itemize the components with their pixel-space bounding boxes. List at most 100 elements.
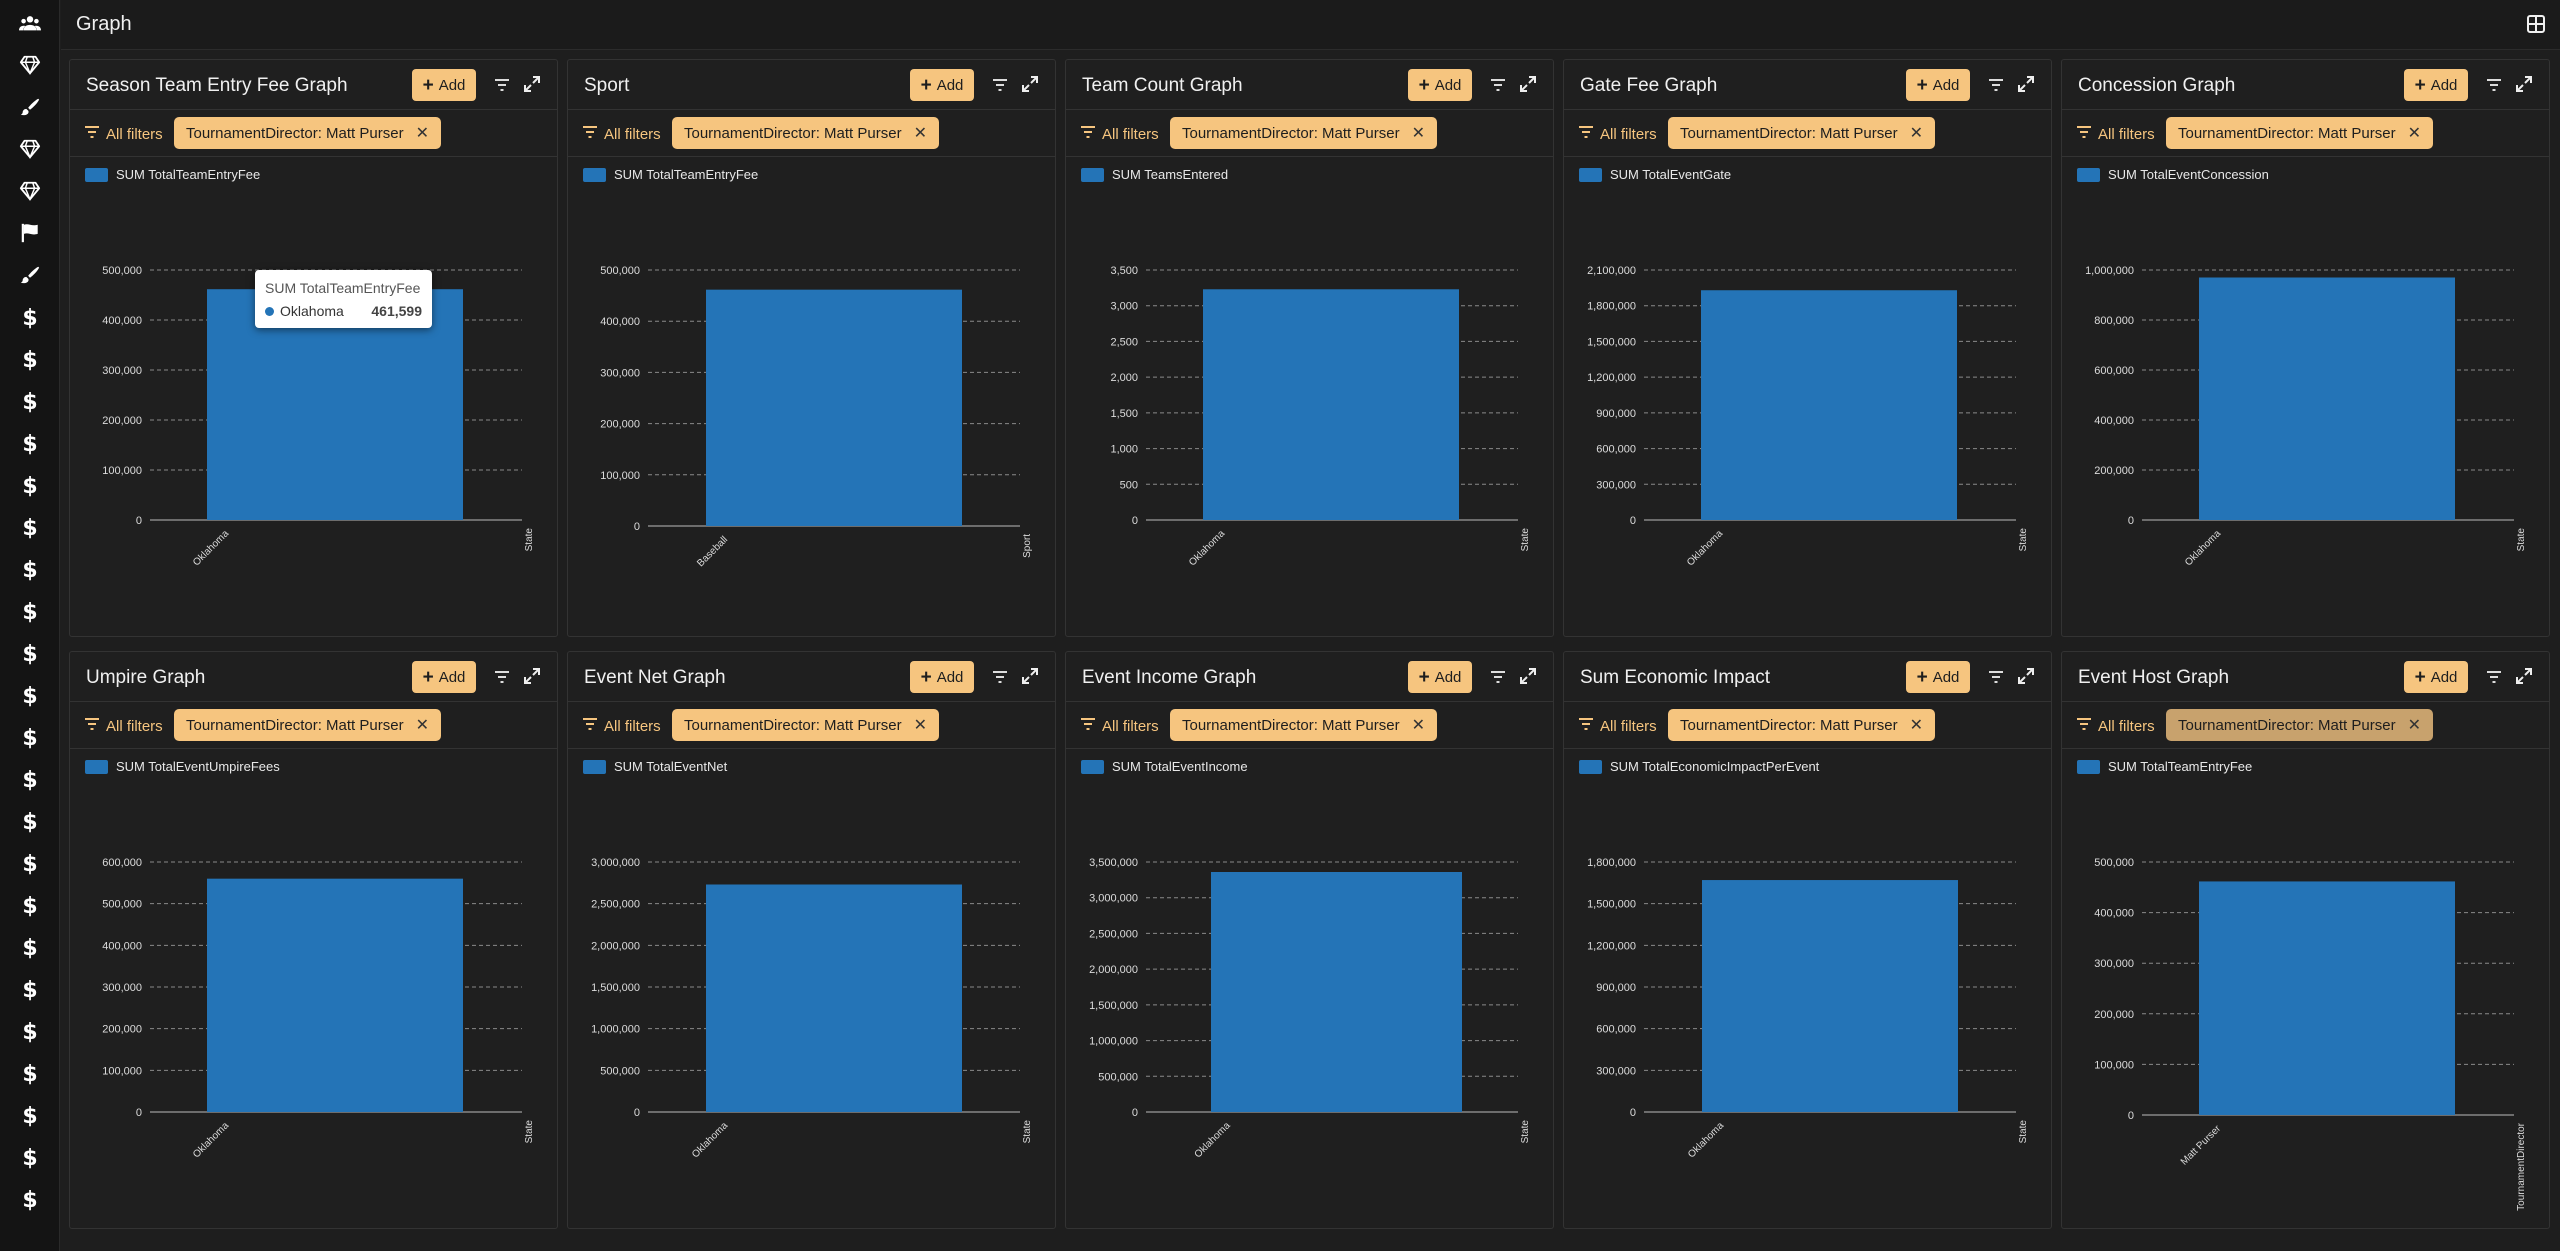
all-filters-button[interactable]: All filters [582, 124, 661, 144]
bar[interactable] [2199, 881, 2455, 1115]
sidebar-item-dollar[interactable]: $ [15, 934, 45, 964]
filter-icon[interactable] [1987, 76, 2005, 94]
filter-chip[interactable]: TournamentDirector: Matt Purser ✕ [672, 709, 939, 741]
filter-icon[interactable] [493, 668, 511, 686]
expand-icon[interactable] [1518, 666, 1538, 686]
chart-legend[interactable]: SUM TotalEventConcession [2077, 167, 2269, 182]
all-filters-button[interactable]: All filters [1080, 124, 1159, 144]
chart-legend[interactable]: SUM TotalEventUmpireFees [85, 759, 280, 774]
layout-grid-icon[interactable] [2526, 14, 2546, 34]
sidebar-item-diamond[interactable] [15, 136, 45, 166]
all-filters-button[interactable]: All filters [1578, 124, 1657, 144]
filter-icon[interactable] [1987, 668, 2005, 686]
sidebar-item-dollar[interactable]: $ [15, 598, 45, 628]
filter-icon[interactable] [991, 76, 1009, 94]
filter-icon[interactable] [2485, 76, 2503, 94]
bar[interactable] [1211, 872, 1462, 1112]
chart-legend[interactable]: SUM TotalEventGate [1579, 167, 1731, 182]
bar[interactable] [207, 878, 463, 1112]
filter-icon[interactable] [493, 76, 511, 94]
sidebar-item-dollar[interactable]: $ [15, 892, 45, 922]
close-icon[interactable]: ✕ [1411, 125, 1425, 142]
sidebar-item-dollar[interactable]: $ [15, 1060, 45, 1090]
expand-icon[interactable] [522, 666, 542, 686]
filter-chip[interactable]: TournamentDirector: Matt Purser ✕ [672, 117, 939, 149]
all-filters-button[interactable]: All filters [1578, 716, 1657, 736]
bar[interactable] [1701, 290, 1957, 520]
sidebar-item-dollar[interactable]: $ [15, 1102, 45, 1132]
sidebar-item-dollar[interactable]: $ [15, 682, 45, 712]
expand-icon[interactable] [1020, 666, 1040, 686]
chart-legend[interactable]: SUM TotalTeamEntryFee [85, 167, 260, 182]
sidebar-item-dollar[interactable]: $ [15, 346, 45, 376]
all-filters-button[interactable]: All filters [2076, 124, 2155, 144]
bar[interactable] [706, 289, 962, 526]
sidebar-item-dollar[interactable]: $ [15, 430, 45, 460]
add-button[interactable]: + Add [2404, 69, 2468, 101]
filter-chip[interactable]: TournamentDirector: Matt Purser ✕ [2166, 709, 2433, 741]
chart-legend[interactable]: SUM TotalEconomicImpactPerEvent [1579, 759, 1819, 774]
filter-icon[interactable] [1489, 76, 1507, 94]
expand-icon[interactable] [2016, 74, 2036, 94]
sidebar-item-diamond[interactable] [15, 52, 45, 82]
filter-chip[interactable]: TournamentDirector: Matt Purser ✕ [2166, 117, 2433, 149]
sidebar-item-dollar[interactable]: $ [15, 1186, 45, 1216]
add-button[interactable]: + Add [2404, 661, 2468, 693]
sidebar-item-brush[interactable] [15, 94, 45, 124]
close-icon[interactable]: ✕ [1909, 717, 1923, 734]
expand-icon[interactable] [1518, 74, 1538, 94]
bar[interactable] [1702, 880, 1958, 1112]
close-icon[interactable]: ✕ [913, 125, 927, 142]
filter-chip[interactable]: TournamentDirector: Matt Purser ✕ [1170, 117, 1437, 149]
expand-icon[interactable] [1020, 74, 1040, 94]
chart-legend[interactable]: SUM TotalEventNet [583, 759, 727, 774]
add-button[interactable]: + Add [1408, 69, 1472, 101]
close-icon[interactable]: ✕ [415, 125, 429, 142]
all-filters-button[interactable]: All filters [84, 716, 163, 736]
sidebar-item-flag[interactable] [15, 220, 45, 250]
sidebar-item-diamond[interactable] [15, 178, 45, 208]
bar[interactable] [1203, 289, 1459, 520]
bar[interactable] [2199, 277, 2455, 521]
filter-icon[interactable] [2485, 668, 2503, 686]
sidebar-item-dollar[interactable]: $ [15, 1018, 45, 1048]
sidebar-item-dollar[interactable]: $ [15, 514, 45, 544]
sidebar-item-dollar[interactable]: $ [15, 472, 45, 502]
sidebar-item-dollar[interactable]: $ [15, 304, 45, 334]
filter-icon[interactable] [1489, 668, 1507, 686]
close-icon[interactable]: ✕ [1411, 717, 1425, 734]
chart-legend[interactable]: SUM TotalTeamEntryFee [583, 167, 758, 182]
filter-chip[interactable]: TournamentDirector: Matt Purser ✕ [1668, 117, 1935, 149]
expand-icon[interactable] [2514, 74, 2534, 94]
expand-icon[interactable] [2514, 666, 2534, 686]
close-icon[interactable]: ✕ [2407, 125, 2421, 142]
close-icon[interactable]: ✕ [913, 717, 927, 734]
chart-legend[interactable]: SUM TeamsEntered [1081, 167, 1228, 182]
sidebar-item-dollar[interactable]: $ [15, 388, 45, 418]
filter-chip[interactable]: TournamentDirector: Matt Purser ✕ [174, 709, 441, 741]
filter-chip[interactable]: TournamentDirector: Matt Purser ✕ [1170, 709, 1437, 741]
all-filters-button[interactable]: All filters [582, 716, 661, 736]
filter-chip[interactable]: TournamentDirector: Matt Purser ✕ [174, 117, 441, 149]
add-button[interactable]: + Add [1906, 661, 1970, 693]
sidebar-item-dollar[interactable]: $ [15, 640, 45, 670]
close-icon[interactable]: ✕ [2407, 717, 2421, 734]
all-filters-button[interactable]: All filters [84, 124, 163, 144]
sidebar-item-dollar[interactable]: $ [15, 1144, 45, 1174]
all-filters-button[interactable]: All filters [1080, 716, 1159, 736]
chart-legend[interactable]: SUM TotalEventIncome [1081, 759, 1248, 774]
sidebar-item-brush[interactable] [15, 262, 45, 292]
add-button[interactable]: + Add [412, 69, 476, 101]
sidebar-item-dollar[interactable]: $ [15, 850, 45, 880]
close-icon[interactable]: ✕ [1909, 125, 1923, 142]
all-filters-button[interactable]: All filters [2076, 716, 2155, 736]
sidebar-item-users[interactable] [15, 10, 45, 40]
sidebar-item-dollar[interactable]: $ [15, 976, 45, 1006]
bar[interactable] [706, 884, 962, 1113]
close-icon[interactable]: ✕ [415, 717, 429, 734]
add-button[interactable]: + Add [1906, 69, 1970, 101]
sidebar-item-dollar[interactable]: $ [15, 808, 45, 838]
add-button[interactable]: + Add [910, 69, 974, 101]
add-button[interactable]: + Add [1408, 661, 1472, 693]
sidebar-item-dollar[interactable]: $ [15, 724, 45, 754]
